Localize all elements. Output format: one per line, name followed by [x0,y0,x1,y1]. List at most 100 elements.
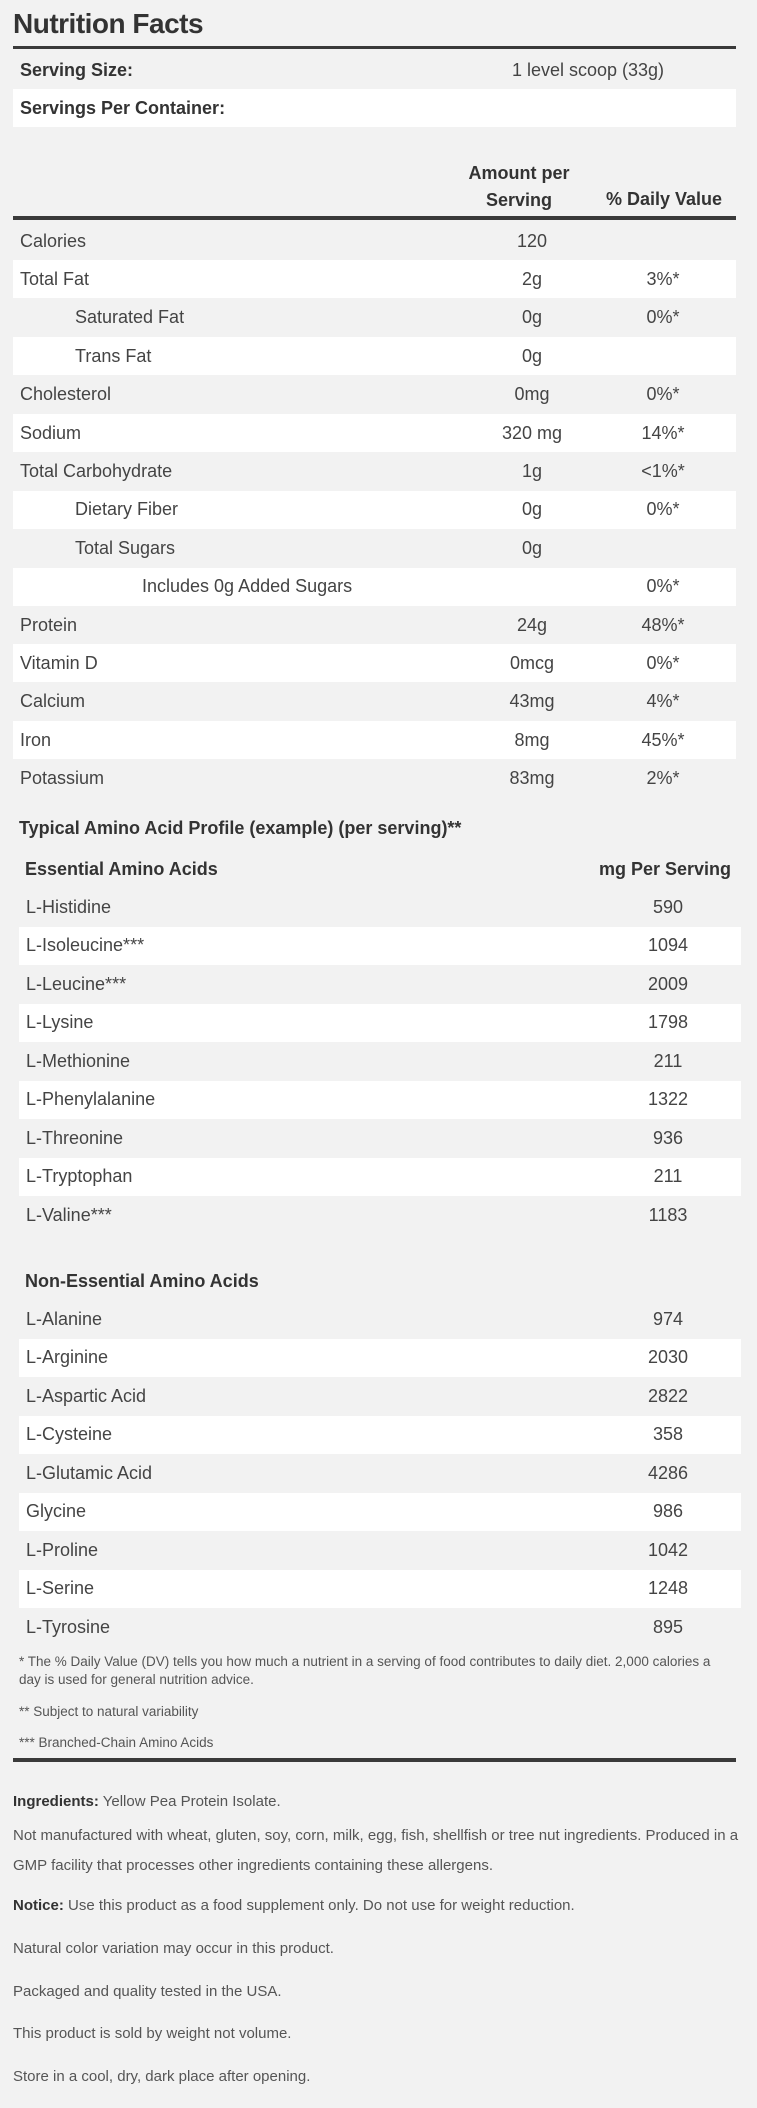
nutrient-row: Calories 120 [13,222,736,260]
ingredients-label: Ingredients: [13,1793,99,1810]
nutrient-row: Iron 8mg 45%* [13,721,736,760]
amino-acid-mg: 1183 [648,1204,688,1225]
nutrient-name: Trans Fat [75,345,152,366]
amino-acid-name: L-Valine*** [26,1204,112,1225]
nutrient-daily-value: 2%* [646,768,680,789]
nutrient-row: Cholesterol 0mg 0%* [13,376,736,414]
nutrient-daily-value: <1%* [641,460,685,481]
amino-acid-mg: 2009 [647,973,689,994]
mg-per-serving-header: mg Per Serving [598,859,732,879]
amino-acid-name: L-Cysteine [26,1424,113,1444]
footnote-variability: ** Subject to natural variability [19,1704,199,1719]
divider [13,46,736,49]
nutrient-row: Dietary Fiber 0g 0%* [13,490,736,529]
amino-profile-title: Typical Amino Acid Profile (example) (pe… [19,818,462,838]
nutrient-amount: 43mg [509,691,555,712]
nutrient-name: Calcium [20,691,86,712]
nutrient-name: Calories [20,230,87,251]
amino-acid-mg: 895 [652,1616,684,1637]
serving-size-row: Serving Size: 1 level scoop (33g) [13,51,736,89]
nutrient-name: Potassium [20,768,105,789]
amino-acid-name: L-Phenylalanine [26,1089,156,1109]
amino-acid-mg: 590 [652,896,684,917]
amino-acid-row: L-Isoleucine*** 1094 [19,926,741,965]
amino-acid-mg: 1094 [647,935,689,955]
nutrient-name: Protein [20,614,78,635]
nutrient-amount: 0mg [514,384,550,405]
amino-acid-row: Glycine 986 [19,1492,741,1531]
footnote-daily-value: * The % Daily Value (DV) tells you how m… [19,1654,711,1687]
amount-column-header: Amount per Serving [468,163,570,210]
footnote-bcaa: *** Branched-Chain Amino Acids [19,1735,214,1750]
amino-acid-name: L-Methionine [26,1050,131,1071]
amino-acid-name: L-Proline [26,1539,99,1560]
color-variation-note: Natural color variation may occur in thi… [13,1940,334,1957]
amino-acid-row: L-Serine 1248 [19,1569,741,1608]
nutrient-row: Total Carbohydrate 1g <1%* [13,452,736,490]
divider [13,216,736,220]
amino-acid-name: L-Leucine*** [26,973,127,994]
amino-acid-name: L-Histidine [26,896,112,917]
amino-acid-mg: 211 [653,1166,683,1186]
amino-acid-row: L-Lysine 1798 [19,1003,741,1042]
nutrient-daily-value: 3%* [646,268,680,289]
amino-acid-name: L-Serine [26,1578,95,1598]
amino-acid-row: L-Valine*** 1183 [19,1196,741,1234]
nutrient-name: Saturated Fat [75,307,185,328]
ingredients-text: Ingredients: Yellow Pea Protein Isolate. [13,1787,743,1817]
amino-acid-row: L-Cysteine 358 [19,1415,741,1454]
nutrient-amount: 83mg [509,768,555,789]
nutrient-name: Vitamin D [20,652,98,673]
nutrient-amount: 0g [521,537,543,558]
amino-acid-name: L-Threonine [26,1127,124,1148]
divider [13,1758,736,1762]
nutrient-row: Sodium 320 mg 14%* [13,414,736,452]
nutrient-name: Total Carbohydrate [20,460,173,481]
amino-acid-mg: 1248 [647,1578,689,1598]
daily-value-column-header: % Daily Value [605,189,723,209]
notice-label: Notice: [13,1897,64,1914]
amino-acid-row: L-Phenylalanine 1322 [19,1080,741,1119]
nutrient-name: Dietary Fiber [75,499,179,520]
amino-acid-row: L-Alanine 974 [19,1300,741,1338]
nutrient-amount: 120 [516,230,548,251]
nutrient-daily-value: 0%* [646,384,680,405]
amino-acid-mg: 936 [652,1127,684,1148]
amino-acid-mg: 211 [653,1050,683,1071]
nutrient-amount: 0mcg [509,652,554,673]
amino-acid-name: L-Isoleucine*** [26,935,145,955]
nutrient-amount: 320 mg [501,422,563,443]
serving-size-value: 1 level scoop (33g) [511,59,665,80]
amino-acid-row: L-Arginine 2030 [19,1338,741,1377]
amino-acid-name: L-Tryptophan [26,1166,133,1186]
amino-acid-mg: 2030 [647,1347,689,1367]
amino-acid-row: L-Glutamic Acid 4286 [19,1454,741,1492]
amino-acid-row: L-Tryptophan 211 [19,1157,741,1196]
amino-acid-mg: 974 [652,1308,684,1329]
amino-acid-mg: 986 [652,1501,684,1521]
nutrient-row: Total Fat 2g 3%* [13,260,736,299]
nutrient-name: Includes 0g Added Sugars [142,576,353,597]
amino-acid-name: Glycine [26,1501,87,1521]
nutrient-amount: 0g [521,307,543,328]
amino-acid-name: L-Tyrosine [26,1616,111,1637]
amino-acid-mg: 1042 [647,1539,689,1560]
servings-per-container-label: Servings Per Container: [20,97,226,118]
weight-note: This product is sold by weight not volum… [13,2025,292,2042]
page-title: Nutrition Facts [13,8,204,39]
amino-acid-row: L-Histidine 590 [19,888,741,926]
nutrient-amount: 0g [521,499,543,520]
nutrient-row: Calcium 43mg 4%* [13,683,736,721]
nutrient-row: Saturated Fat 0g 0%* [13,299,736,337]
nutrient-daily-value: 0%* [646,576,680,597]
amino-acid-row: L-Tyrosine 895 [19,1608,741,1646]
notice-value: Use this product as a food supplement on… [63,1897,575,1914]
nutrient-daily-value: 4%* [646,691,680,712]
nutrient-row: Trans Fat 0g [13,337,736,376]
amino-acid-row: L-Proline 1042 [19,1531,741,1569]
nutrient-row: Includes 0g Added Sugars 0%* [13,567,736,606]
amino-acid-name: L-Lysine [26,1012,94,1032]
nutrient-daily-value: 0%* [646,652,680,673]
amino-acid-mg: 4286 [647,1462,689,1483]
nutrient-row: Vitamin D 0mcg 0%* [13,644,736,683]
